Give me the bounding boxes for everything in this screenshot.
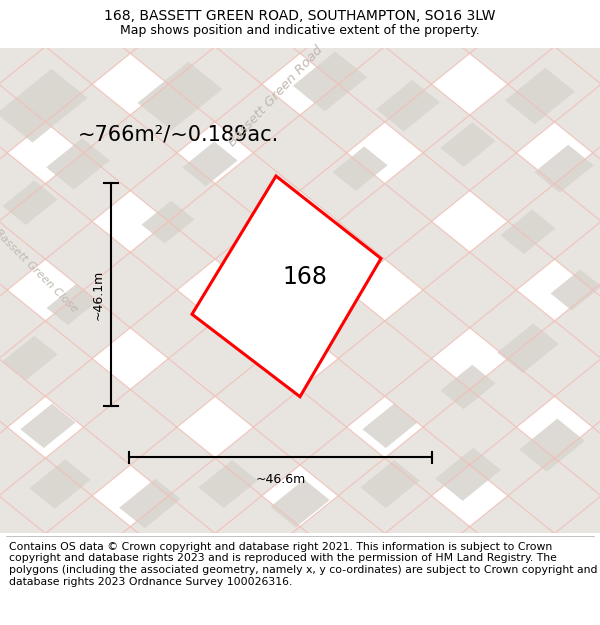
Polygon shape — [47, 284, 97, 325]
Polygon shape — [0, 99, 535, 625]
Text: 168, BASSETT GREEN ROAD, SOUTHAMPTON, SO16 3LW: 168, BASSETT GREEN ROAD, SOUTHAMPTON, SO… — [104, 9, 496, 24]
Polygon shape — [149, 168, 600, 625]
Polygon shape — [29, 459, 91, 509]
Polygon shape — [0, 237, 366, 625]
Polygon shape — [435, 448, 501, 501]
Polygon shape — [440, 122, 496, 167]
Text: ~46.6m: ~46.6m — [256, 472, 305, 486]
Polygon shape — [361, 460, 419, 508]
Text: Bassett Green Close: Bassett Green Close — [0, 227, 79, 314]
Polygon shape — [497, 323, 559, 373]
Polygon shape — [319, 306, 600, 625]
Polygon shape — [500, 209, 556, 254]
Polygon shape — [20, 404, 76, 448]
Polygon shape — [2, 336, 58, 380]
Polygon shape — [0, 31, 600, 625]
Polygon shape — [142, 201, 194, 244]
Polygon shape — [199, 460, 257, 508]
Polygon shape — [46, 138, 110, 189]
Polygon shape — [332, 146, 388, 191]
Polygon shape — [2, 181, 58, 225]
Polygon shape — [0, 0, 600, 549]
Polygon shape — [271, 479, 329, 528]
Polygon shape — [440, 365, 496, 409]
Polygon shape — [376, 80, 440, 131]
Polygon shape — [551, 269, 600, 311]
Polygon shape — [234, 237, 600, 625]
Polygon shape — [119, 479, 181, 528]
Text: Map shows position and indicative extent of the property.: Map shows position and indicative extent… — [120, 24, 480, 37]
Polygon shape — [293, 51, 367, 111]
Text: ~46.1m: ~46.1m — [91, 270, 104, 320]
Polygon shape — [137, 62, 223, 130]
Text: ~766m²/~0.189ac.: ~766m²/~0.189ac. — [78, 125, 279, 145]
Polygon shape — [65, 99, 600, 625]
Text: Contains OS data © Crown copyright and database right 2021. This information is : Contains OS data © Crown copyright and d… — [9, 542, 598, 586]
Polygon shape — [535, 145, 593, 192]
Polygon shape — [519, 419, 585, 472]
Polygon shape — [0, 168, 451, 625]
Text: 168: 168 — [283, 264, 328, 289]
Polygon shape — [0, 69, 88, 142]
Polygon shape — [182, 142, 238, 186]
Polygon shape — [0, 31, 600, 625]
Polygon shape — [192, 176, 381, 397]
Polygon shape — [0, 0, 600, 549]
Text: Bassett Green Road: Bassett Green Road — [226, 43, 326, 149]
Polygon shape — [362, 404, 418, 448]
Polygon shape — [505, 68, 575, 124]
Polygon shape — [0, 306, 281, 625]
